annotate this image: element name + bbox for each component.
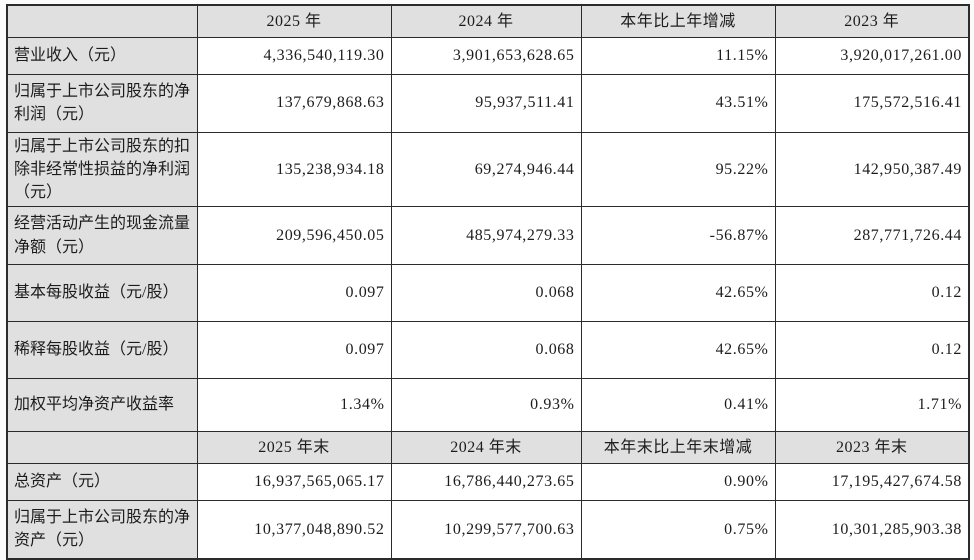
column-header-yoy-end-change: 本年末比上年末增减 xyxy=(580,431,776,465)
cell-value: 175,572,516.41 xyxy=(774,73,970,133)
cell-value: 16,786,440,273.65 xyxy=(390,463,582,502)
cell-value: 16,937,565,065.17 xyxy=(196,463,392,502)
cell-value: 0.12 xyxy=(774,264,970,323)
column-header-2025-end: 2025 年末 xyxy=(196,431,392,465)
cell-value: 0.90% xyxy=(580,463,776,502)
cell-value: 3,920,017,261.00 xyxy=(774,36,970,75)
period-header-row: 2025 年 2024 年 本年比上年增减 2023 年 xyxy=(6,4,970,38)
table-row-operating-cash-flow: 经营活动产生的现金流量净额（元） 209,596,450.05 485,974,… xyxy=(6,206,970,266)
cell-value: 0.75% xyxy=(580,500,776,560)
cell-value: 42.65% xyxy=(580,264,776,323)
cell-value: 4,336,540,119.30 xyxy=(196,36,392,75)
row-label: 稀释每股收益（元/股） xyxy=(6,321,198,380)
table-row-basic-eps: 基本每股收益（元/股） 0.097 0.068 42.65% 0.12 xyxy=(6,264,970,323)
column-header-yoy-change: 本年比上年增减 xyxy=(580,4,776,38)
cell-value: 1.34% xyxy=(196,378,392,433)
table-row-net-profit-excl-nonrecurring: 归属于上市公司股东的扣除非经常性损益的净利润（元） 135,238,934.18… xyxy=(6,131,970,208)
financial-summary-table: 2025 年 2024 年 本年比上年增减 2023 年 营业收入（元） 4,3… xyxy=(6,4,970,560)
cell-value: 142,950,387.49 xyxy=(774,131,970,208)
row-label: 基本每股收益（元/股） xyxy=(6,264,198,323)
cell-value: 10,299,577,700.63 xyxy=(390,500,582,560)
table-row-net-assets: 归属于上市公司股东的净资产（元） 10,377,048,890.52 10,29… xyxy=(6,500,970,560)
cell-value: 10,301,285,903.38 xyxy=(774,500,970,560)
cell-value: -56.87% xyxy=(580,206,776,266)
column-header-2023-end: 2023 年末 xyxy=(774,431,970,465)
cell-value: 95.22% xyxy=(580,131,776,208)
row-label: 归属于上市公司股东的净资产（元） xyxy=(6,500,198,560)
column-header-2024-end: 2024 年末 xyxy=(390,431,582,465)
cell-value: 0.097 xyxy=(196,321,392,380)
row-label: 总资产（元） xyxy=(6,463,198,502)
cell-value: 1.71% xyxy=(774,378,970,433)
period-end-header-row: 2025 年末 2024 年末 本年末比上年末增减 2023 年末 xyxy=(6,431,970,465)
cell-value: 69,274,946.44 xyxy=(390,131,582,208)
cell-value: 0.068 xyxy=(390,321,582,380)
table-row-total-assets: 总资产（元） 16,937,565,065.17 16,786,440,273.… xyxy=(6,463,970,502)
table-row-diluted-eps: 稀释每股收益（元/股） 0.097 0.068 42.65% 0.12 xyxy=(6,321,970,380)
row-label: 加权平均净资产收益率 xyxy=(6,378,198,433)
cell-value: 0.097 xyxy=(196,264,392,323)
corner-cell xyxy=(6,4,198,38)
column-header-2023: 2023 年 xyxy=(774,4,970,38)
row-label: 归属于上市公司股东的净利润（元） xyxy=(6,73,198,133)
cell-value: 0.068 xyxy=(390,264,582,323)
cell-value: 0.93% xyxy=(390,378,582,433)
cell-value: 43.51% xyxy=(580,73,776,133)
column-header-2024: 2024 年 xyxy=(390,4,582,38)
cell-value: 42.65% xyxy=(580,321,776,380)
row-label: 归属于上市公司股东的扣除非经常性损益的净利润（元） xyxy=(6,131,198,208)
row-label: 经营活动产生的现金流量净额（元） xyxy=(6,206,198,266)
table-row-revenue: 营业收入（元） 4,336,540,119.30 3,901,653,628.6… xyxy=(6,36,970,75)
cell-value: 17,195,427,674.58 xyxy=(774,463,970,502)
cell-value: 3,901,653,628.65 xyxy=(390,36,582,75)
cell-value: 287,771,726.44 xyxy=(774,206,970,266)
cell-value: 10,377,048,890.52 xyxy=(196,500,392,560)
cell-value: 0.12 xyxy=(774,321,970,380)
row-label: 营业收入（元） xyxy=(6,36,198,75)
cell-value: 137,679,868.63 xyxy=(196,73,392,133)
table-row-net-profit: 归属于上市公司股东的净利润（元） 137,679,868.63 95,937,5… xyxy=(6,73,970,133)
table-row-weighted-avg-roe: 加权平均净资产收益率 1.34% 0.93% 0.41% 1.71% xyxy=(6,378,970,433)
cell-value: 95,937,511.41 xyxy=(390,73,582,133)
corner-cell xyxy=(6,431,198,465)
column-header-2025: 2025 年 xyxy=(196,4,392,38)
cell-value: 485,974,279.33 xyxy=(390,206,582,266)
cell-value: 0.41% xyxy=(580,378,776,433)
cell-value: 135,238,934.18 xyxy=(196,131,392,208)
cell-value: 209,596,450.05 xyxy=(196,206,392,266)
cell-value: 11.15% xyxy=(580,36,776,75)
